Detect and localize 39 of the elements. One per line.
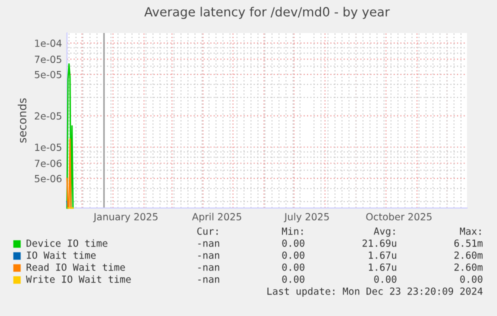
y-tick-label: 5e-05 — [34, 70, 62, 78]
text: 2.60m — [454, 251, 483, 259]
legend-label: Read IO Wait time — [26, 263, 125, 271]
y-tick-label: 1e-04 — [35, 40, 62, 47]
legend-label: Device IO time — [26, 239, 108, 247]
text: 21.69u — [362, 239, 396, 247]
text: 6.51m — [454, 239, 483, 247]
text: 0.00 — [374, 275, 396, 283]
text: 1.67u — [368, 263, 396, 271]
x-tick-label: January 2025 — [93, 213, 158, 222]
y-tick-label: 7e-06 — [34, 160, 62, 168]
y-axis-title: seconds — [18, 98, 26, 143]
y-tick-label: 2e-05 — [34, 112, 62, 120]
x-tick-label: October 2025 — [366, 212, 432, 220]
text: 1.67u — [368, 251, 396, 259]
y-tick-label: 5e-06 — [34, 174, 62, 182]
text: Cur: — [197, 227, 218, 235]
text: -nan — [198, 241, 220, 247]
y-tick-label: 7e-05 — [34, 56, 62, 64]
x-tick-label: July 2025 — [284, 212, 329, 222]
x-tick-label: April 2025 — [192, 212, 242, 222]
text: -nan — [198, 265, 220, 271]
chart-title: Average latency for /dev/md0 - by year — [144, 6, 390, 19]
legend-label: Write IO Wait time — [26, 275, 131, 283]
text: 2.60m — [454, 263, 483, 271]
text: 0.00 — [282, 239, 304, 247]
text: 0.00 — [282, 275, 304, 283]
text: 0.00 — [282, 263, 304, 271]
text: Avg: — [374, 228, 395, 237]
text: Min: — [282, 227, 303, 235]
line-series — [66, 63, 74, 209]
text: -nan — [198, 277, 220, 283]
legend-label: IO Wait time — [26, 251, 96, 259]
text: Max: — [460, 228, 481, 235]
text: -nan — [198, 253, 220, 259]
text: 0.00 — [460, 275, 482, 283]
y-tick-label: 1e-05 — [35, 144, 62, 151]
text: 0.00 — [282, 251, 304, 259]
text: Last update: Mon Dec 23 23:20:09 2024 — [267, 287, 483, 297]
